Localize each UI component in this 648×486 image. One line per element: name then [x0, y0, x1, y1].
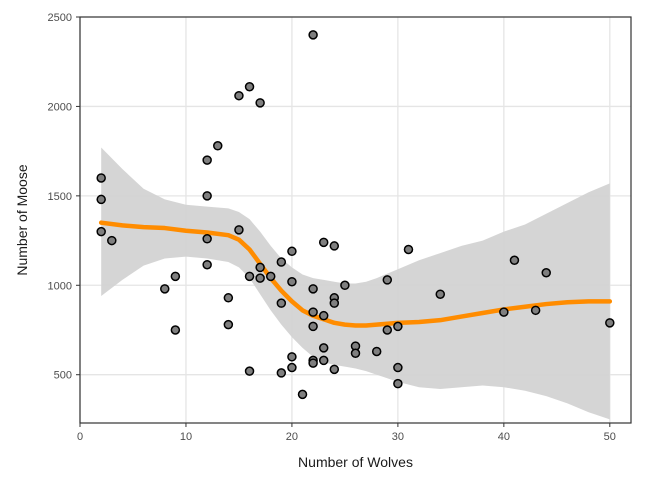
data-point — [330, 365, 338, 373]
data-point — [235, 92, 243, 100]
data-point — [171, 272, 179, 280]
data-point — [309, 308, 317, 316]
data-point — [309, 31, 317, 39]
data-point — [256, 274, 264, 282]
x-axis-title: Number of Wolves — [298, 454, 413, 470]
data-point — [246, 367, 254, 375]
x-tick-label: 20 — [286, 431, 298, 443]
data-point — [203, 192, 211, 200]
data-point — [97, 174, 105, 182]
y-tick-label: 1000 — [48, 280, 72, 292]
data-point — [267, 272, 275, 280]
data-point — [288, 364, 296, 372]
data-point — [404, 246, 412, 254]
data-point — [288, 278, 296, 286]
data-point — [299, 390, 307, 398]
x-tick-label: 30 — [392, 431, 404, 443]
data-point — [203, 156, 211, 164]
data-point — [288, 353, 296, 361]
data-point — [330, 242, 338, 250]
data-point — [256, 99, 264, 107]
confidence-band-layer — [101, 148, 610, 420]
data-point — [161, 285, 169, 293]
y-tick-label: 500 — [54, 370, 72, 382]
data-point — [288, 247, 296, 255]
data-point — [436, 290, 444, 298]
data-point — [277, 369, 285, 377]
data-point — [246, 272, 254, 280]
data-point — [383, 326, 391, 334]
y-axis-title: Number of Moose — [14, 164, 30, 275]
data-point — [203, 235, 211, 243]
data-point — [256, 263, 264, 271]
data-point — [320, 238, 328, 246]
x-tick-label: 10 — [180, 431, 192, 443]
data-point — [394, 380, 402, 388]
data-point — [330, 299, 338, 307]
confidence-band — [101, 148, 610, 420]
y-tick-label: 2000 — [48, 101, 72, 113]
data-point — [500, 308, 508, 316]
data-point — [606, 319, 614, 327]
data-point — [203, 261, 211, 269]
data-point — [320, 312, 328, 320]
data-point — [97, 195, 105, 203]
data-point — [320, 344, 328, 352]
data-point — [224, 294, 232, 302]
data-point — [235, 226, 243, 234]
data-point — [532, 306, 540, 314]
data-point — [224, 321, 232, 329]
data-point — [510, 256, 518, 264]
x-tick-label: 50 — [604, 431, 616, 443]
x-tick-label: 0 — [77, 431, 83, 443]
data-point — [277, 299, 285, 307]
data-point — [394, 364, 402, 372]
data-point — [309, 359, 317, 367]
x-tick-label: 40 — [498, 431, 510, 443]
data-point — [214, 142, 222, 150]
y-tick-label: 1500 — [48, 191, 72, 203]
data-point — [309, 285, 317, 293]
data-point — [341, 281, 349, 289]
data-point — [309, 322, 317, 330]
data-point — [108, 237, 116, 245]
data-point — [277, 258, 285, 266]
data-point — [352, 349, 360, 357]
data-point — [373, 347, 381, 355]
data-point — [97, 228, 105, 236]
data-point — [320, 356, 328, 364]
y-tick-label: 2500 — [48, 12, 72, 24]
data-point — [394, 322, 402, 330]
data-point — [171, 326, 179, 334]
data-point — [246, 83, 254, 91]
data-point — [542, 269, 550, 277]
data-point — [383, 276, 391, 284]
